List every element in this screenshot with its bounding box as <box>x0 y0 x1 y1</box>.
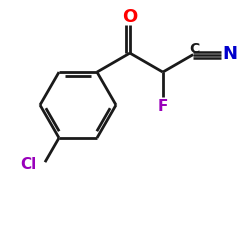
Text: C: C <box>189 42 199 56</box>
Text: Cl: Cl <box>21 157 37 172</box>
Text: O: O <box>122 8 138 26</box>
Text: F: F <box>158 98 168 114</box>
Text: N: N <box>223 44 238 62</box>
